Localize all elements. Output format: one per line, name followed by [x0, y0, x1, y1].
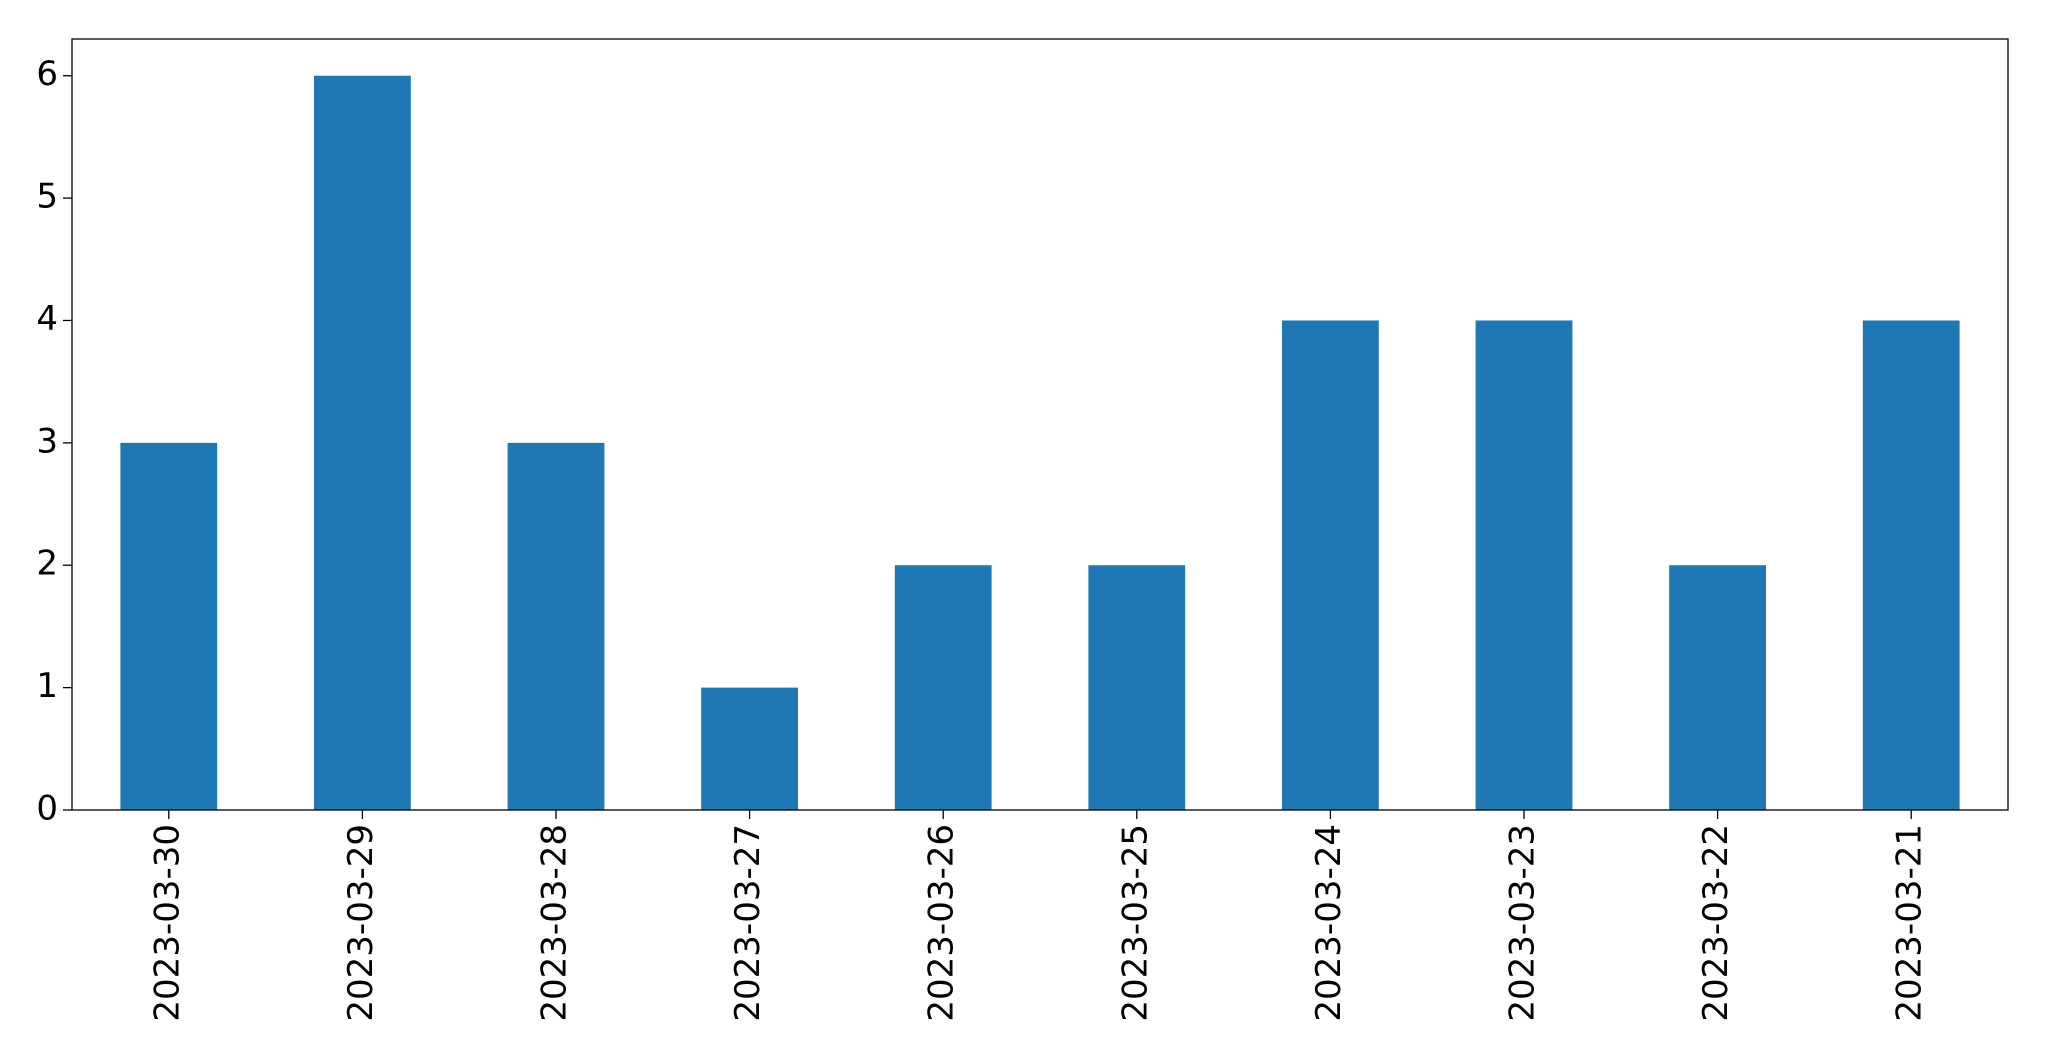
- x-tick-label: 2023-03-26: [922, 824, 962, 1022]
- y-tick-label: 4: [36, 299, 58, 339]
- plot-frame: [71, 38, 2009, 811]
- bar: [120, 442, 218, 810]
- bar: [1282, 320, 1379, 810]
- x-tick-label: 2023-03-28: [535, 824, 575, 1022]
- bar: [507, 442, 605, 810]
- x-tick-label: 2023-03-21: [1890, 824, 1930, 1022]
- bar: [1862, 320, 1960, 810]
- bar: [1669, 565, 1766, 810]
- bar: [1088, 565, 1186, 810]
- x-tick-label: 2023-03-27: [728, 824, 768, 1022]
- x-tick-label: 2023-03-23: [1503, 824, 1543, 1022]
- x-tick-label: 2023-03-25: [1115, 824, 1155, 1022]
- bar: [701, 687, 798, 810]
- x-tick-label: 2023-03-24: [1309, 824, 1349, 1022]
- y-tick-label: 1: [36, 666, 58, 706]
- y-tick-label: 6: [36, 54, 58, 94]
- x-tick-label: 2023-03-29: [341, 824, 381, 1022]
- x-tick-label: 2023-03-22: [1696, 824, 1736, 1022]
- bar: [894, 565, 992, 810]
- y-tick-label: 5: [36, 177, 58, 217]
- bar: [1475, 320, 1573, 810]
- y-tick-label: 2: [36, 544, 58, 584]
- x-tick-label: 2023-03-30: [147, 824, 187, 1022]
- y-tick-label: 3: [36, 421, 58, 461]
- y-tick-label: 0: [36, 789, 58, 829]
- bar: [314, 75, 411, 810]
